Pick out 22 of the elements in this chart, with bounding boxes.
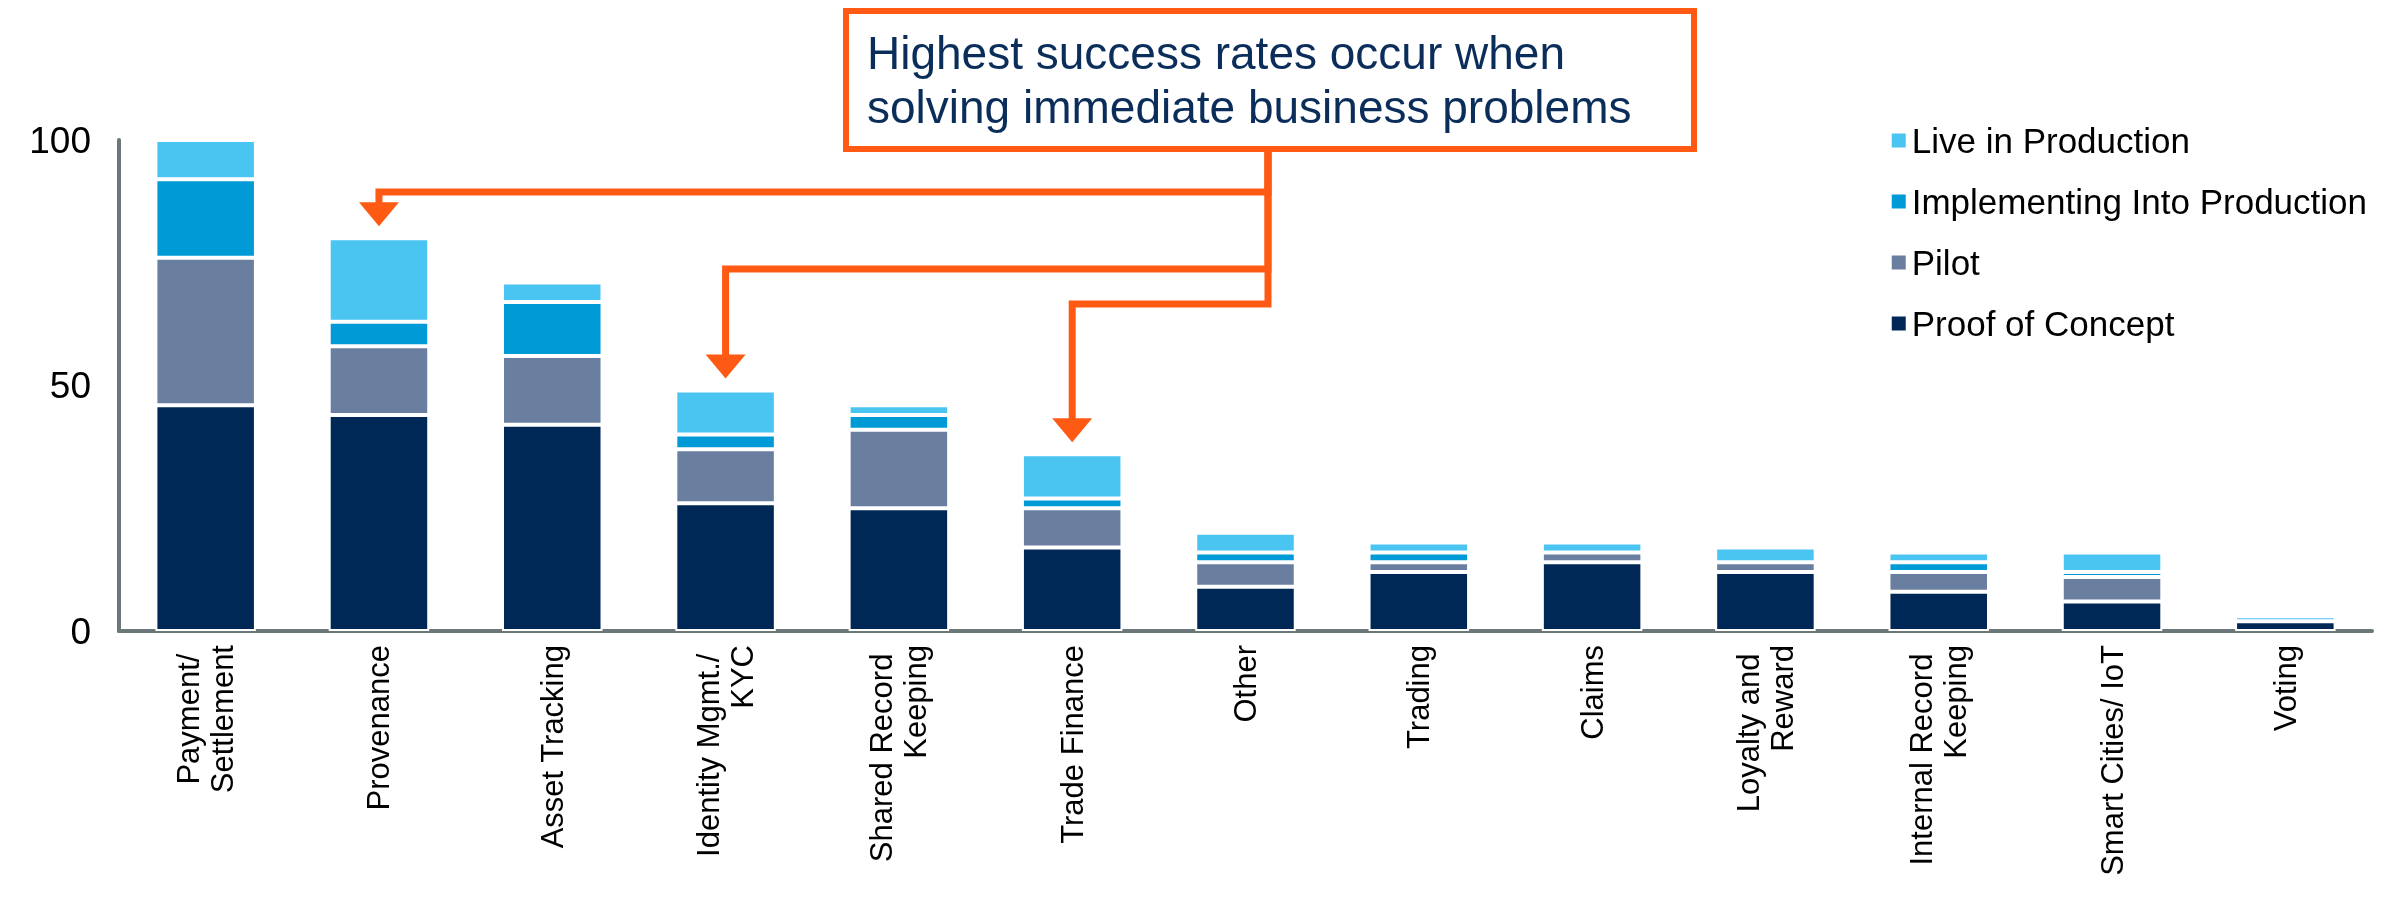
y-tick-label: 0 <box>70 610 91 652</box>
x-tick-label: Provenance <box>361 645 397 811</box>
legend-label: Implementing Into Production <box>1911 182 2368 221</box>
x-tick-label: Asset Tracking <box>534 645 570 849</box>
legend-label: Pilot <box>1911 243 1981 282</box>
x-tick-label: Trade Finance <box>1054 645 1090 844</box>
x-tick-label: Identity Mgmt./ KYC <box>691 645 761 857</box>
x-tick-label: Trading <box>1401 645 1437 749</box>
x-tick-label: Loyalty and Reward <box>1730 645 1800 813</box>
y-tick-label: 100 <box>29 119 91 161</box>
x-tick-label: Smart Cities/ IoT <box>2094 644 2130 876</box>
legend-label: Live in Production <box>1911 121 2190 160</box>
y-tick-label: 50 <box>49 365 91 406</box>
x-tick-label: Internal Record Keeping <box>1904 645 1974 866</box>
x-tick-label: Claims <box>1574 645 1610 740</box>
x-tick-label: Shared Record Keeping <box>864 645 934 863</box>
x-tick-label: Voting <box>2267 645 2303 732</box>
x-tick-label: Other <box>1228 645 1263 723</box>
legend-label: Proof of Concept <box>1911 304 2175 343</box>
callout-box: Highest success rates occur when solving immediate business problems <box>843 8 1697 152</box>
x-tick-label: Payment/ Settlement <box>171 644 241 794</box>
bar <box>2061 552 2163 573</box>
